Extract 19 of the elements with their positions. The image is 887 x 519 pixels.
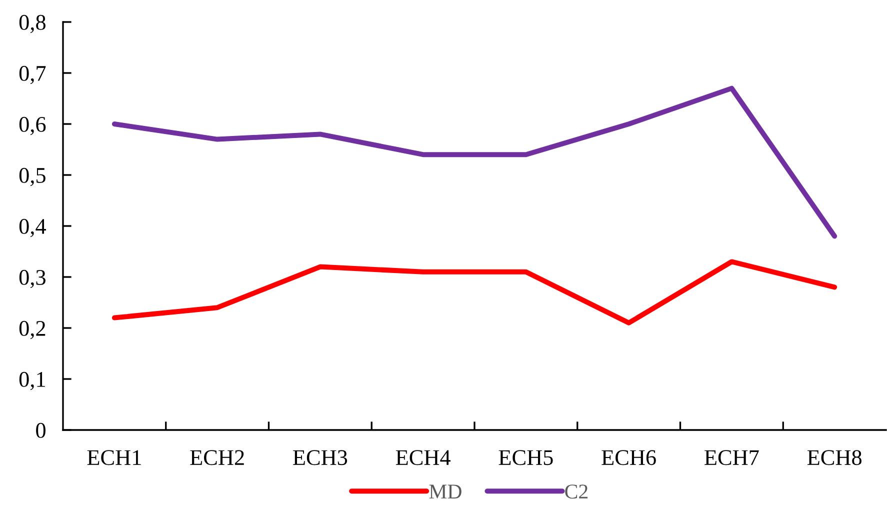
y-tick-label: 0,6 — [19, 116, 46, 136]
x-tick-label: ECH7 — [704, 450, 759, 466]
y-tick-label: 0,7 — [19, 66, 46, 84]
y-tick-label: 0,8 — [19, 14, 46, 34]
x-tick-label: ECH4 — [396, 450, 450, 466]
y-tick-label: 0 — [36, 422, 46, 438]
x-tick-label: ECH3 — [293, 450, 348, 466]
y-tick-label: 0,5 — [19, 168, 46, 186]
legend-label: MD — [429, 484, 462, 498]
legend-label: C2 — [565, 484, 588, 499]
x-tick-label: ECH8 — [807, 450, 862, 466]
y-tick-label: 0,3 — [19, 270, 46, 288]
y-tick-label: 0,2 — [19, 320, 46, 340]
x-tick-label: ECH5 — [498, 450, 553, 466]
y-tick-label: 0,4 — [19, 218, 46, 238]
x-tick-label: ECH2 — [190, 450, 244, 466]
y-tick-label: 0,1 — [19, 372, 45, 390]
x-tick-label: ECH6 — [602, 450, 656, 466]
x-tick-label: ECH1 — [87, 450, 141, 466]
